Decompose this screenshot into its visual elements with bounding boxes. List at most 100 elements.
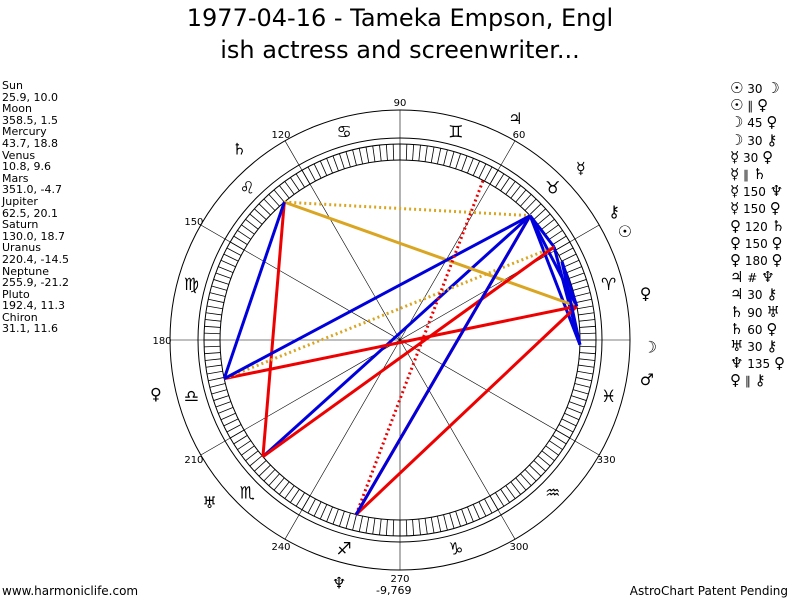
degree-tick: [552, 435, 567, 445]
planet-values: 220.4, -14.5: [2, 252, 69, 266]
degree-tick: [574, 292, 591, 297]
degree-tick: [569, 272, 585, 279]
aspect-row: ♀ 180 ♀: [730, 252, 785, 269]
degree-tick: [578, 364, 595, 368]
aspect-planet-b: ♆: [769, 182, 784, 201]
degree-tick: [385, 519, 388, 536]
degree-tick: [352, 514, 357, 531]
planet-name: Mercury: [2, 125, 47, 139]
aspect-angle: 45: [743, 116, 767, 131]
degree-tick: [215, 401, 231, 408]
degree-tick: [211, 285, 228, 291]
degree-tick: [284, 181, 295, 195]
degree-tick: [220, 259, 236, 268]
planet-glyph: ♄: [232, 139, 246, 158]
degree-label: 180: [152, 336, 171, 347]
degree-tick: [284, 485, 295, 499]
aspect-angle: 135: [743, 357, 774, 372]
house-spoke: [399, 140, 516, 341]
degree-tick: [578, 312, 595, 316]
degree-tick: [558, 247, 574, 256]
degree-tick: [319, 160, 328, 176]
degree-tick: [545, 224, 559, 235]
degree-tick: [226, 424, 242, 433]
planet-position-list: Sun 25.9, 10.0 Moon 358.5, 1.5 Mercury 4…: [2, 80, 69, 335]
aspect-planet-a: ♅: [730, 337, 744, 356]
aspect-row: ♃ 30 ⚷: [730, 286, 785, 303]
aspect-row: ♃ # ♆: [730, 269, 785, 286]
degree-tick: [307, 498, 316, 514]
aspect-angle: ∥: [741, 374, 755, 389]
aspect-line: [223, 214, 531, 380]
degree-tick: [249, 213, 263, 225]
aspect-angle: 150: [741, 236, 772, 251]
degree-tick: [575, 298, 592, 303]
house-spoke: [284, 140, 401, 341]
degree-tick: [241, 224, 255, 235]
aspect-planet-b: ♀: [762, 147, 774, 166]
degree-tick: [564, 412, 580, 421]
aspect-planet-b: ☽: [766, 79, 780, 97]
house-spoke: [399, 339, 600, 456]
degree-tick: [372, 145, 376, 162]
degree-tick: [268, 473, 280, 486]
degree-tick: [254, 460, 267, 472]
degree-tick: [577, 305, 594, 310]
aspect-row: ♆ 135 ♀: [730, 355, 785, 372]
aspect-angle: 150: [739, 202, 770, 217]
degree-tick: [215, 272, 231, 279]
degree-tick: [385, 144, 388, 161]
degree-tick: [326, 158, 333, 174]
aspect-row: ☉ 30 ☽: [730, 80, 785, 97]
aspect-planet-b: ♀: [771, 251, 783, 270]
planet-values: 10.8, 9.6: [2, 160, 51, 174]
degree-tick: [372, 518, 376, 535]
degree-tick: [561, 418, 577, 427]
degree-tick: [455, 511, 461, 527]
degree-label: 150: [184, 217, 203, 228]
degree-tick: [208, 298, 225, 303]
aspect-planet-a: ☉: [730, 96, 744, 115]
degree-tick: [437, 148, 442, 165]
planet-glyph: ♅: [202, 493, 216, 512]
zodiac-sign-glyph: ♐: [336, 540, 351, 560]
degree-tick: [579, 345, 596, 348]
degree-tick: [510, 185, 521, 199]
degree-tick: [430, 517, 435, 534]
degree-tick: [564, 259, 580, 268]
aspect-row: ♄ 60 ♀: [730, 321, 785, 338]
aspect-planet-b: ♀: [766, 113, 778, 132]
degree-label: 240: [271, 542, 290, 553]
degree-tick: [578, 358, 595, 361]
aspect-row: ☽ 30 ⚷: [730, 132, 785, 149]
degree-tick: [313, 501, 322, 517]
house-spoke: [200, 224, 401, 341]
degree-tick: [552, 235, 567, 245]
zodiac-sign-glyph: ♒: [545, 484, 560, 504]
degree-tick: [204, 332, 221, 335]
degree-tick: [500, 177, 510, 191]
planet-name: Neptune: [2, 264, 50, 278]
degree-tick: [449, 151, 455, 168]
degree-tick: [204, 352, 221, 355]
degree-tick: [263, 469, 276, 482]
degree-tick: [418, 145, 421, 162]
aspect-angle: ∥: [739, 168, 753, 183]
planet-values: 62.5, 20.1: [2, 206, 58, 220]
planet-name: Moon: [2, 102, 32, 116]
aspect-angle: 120: [741, 219, 772, 234]
aspect-planet-b: ♀: [771, 233, 783, 252]
degree-tick: [524, 469, 537, 482]
aspect-row: ☿ ∥ ♄: [730, 166, 785, 183]
degree-tick: [520, 194, 532, 207]
degree-tick: [537, 213, 551, 225]
aspect-planet-a: ♃: [730, 285, 744, 304]
degree-tick: [529, 464, 542, 477]
house-spoke: [399, 224, 600, 341]
planet-glyph: ♆: [332, 573, 346, 592]
planet-name: Mars: [2, 171, 29, 185]
planet-values: 255.9, -21.2: [2, 276, 69, 290]
aspect-planet-a: ♀: [730, 371, 741, 390]
degree-tick: [258, 464, 271, 477]
degree-tick: [500, 489, 510, 503]
